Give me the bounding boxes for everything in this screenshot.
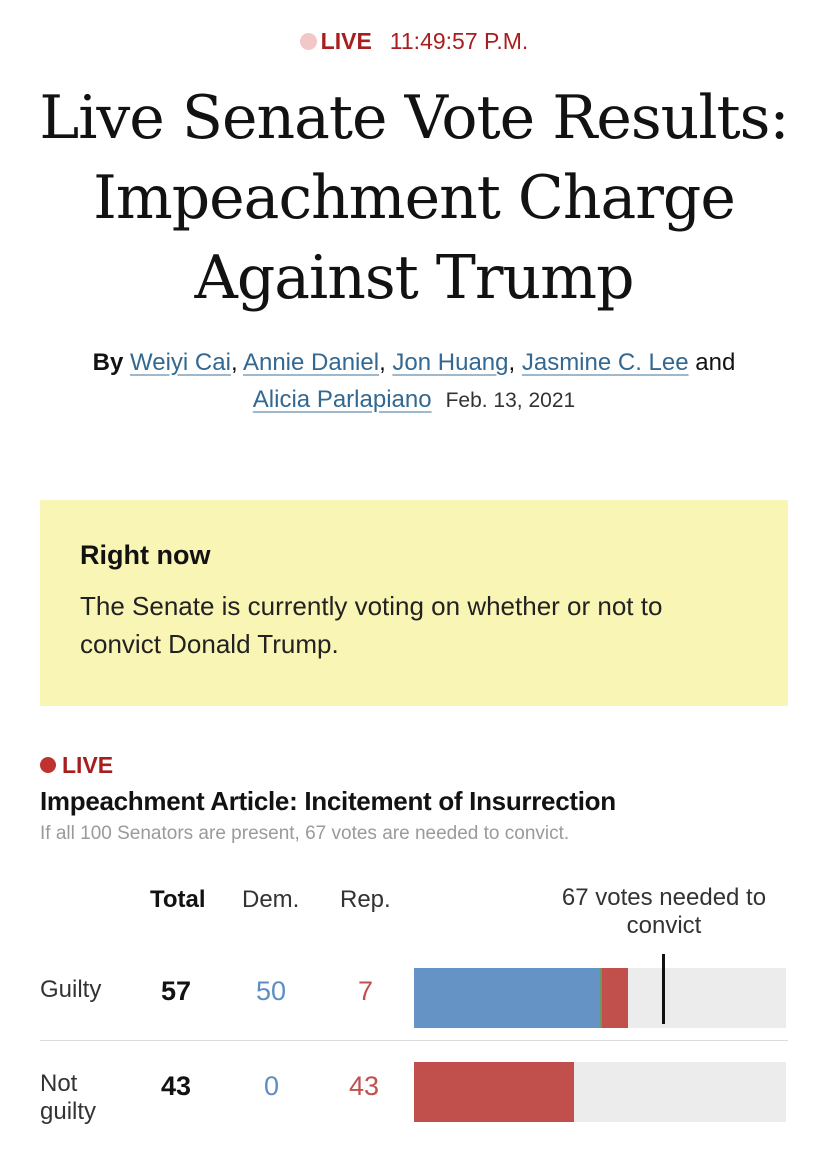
not-guilty-dem: 0: [264, 1071, 280, 1101]
author-link-weiyi-cai[interactable]: Weiyi Cai: [130, 349, 231, 376]
byline: By Weiyi Cai, Annie Daniel, Jon Huang, J…: [40, 344, 788, 419]
guilty-rep: 7: [358, 976, 374, 1006]
live-status: LIVE 11:49:57 P.M.: [0, 28, 828, 55]
threshold-label: 67 votes needed to convict: [561, 884, 767, 939]
row-label-not-guilty: Not guilty: [40, 1070, 97, 1125]
author-link-jon-huang[interactable]: Jon Huang: [392, 349, 509, 376]
live-dot-icon: [299, 33, 317, 50]
not-guilty-bar-rep-segment: [414, 1062, 574, 1122]
row-divider: [40, 1040, 788, 1041]
page-title: Live Senate Vote Results: Impeachment Ch…: [39, 83, 789, 313]
guilty-bar-rep-segment: [601, 968, 628, 1028]
results-live-label: LIVE: [62, 752, 114, 778]
byline-separator: ,: [230, 349, 238, 376]
right-now-title: Right now: [80, 540, 211, 570]
row-label-guilty: Guilty: [40, 976, 102, 1003]
byline-separator: ,: [379, 349, 386, 376]
guilty-total: 57: [161, 976, 192, 1006]
results-live-badge: LIVE: [40, 752, 113, 779]
live-label: LIVE: [320, 28, 372, 54]
byline-separator: ,: [508, 349, 516, 376]
author-link-annie-daniel[interactable]: Annie Daniel: [242, 349, 380, 376]
header-dem: Dem.: [242, 886, 300, 913]
right-now-text: The Senate is currently voting on whethe…: [80, 591, 663, 659]
author-link-jasmine-c-lee[interactable]: Jasmine C. Lee: [521, 349, 689, 376]
guilty-bar-dem-segment: [414, 968, 600, 1028]
byline-and: and: [695, 349, 736, 376]
header-total: Total: [150, 886, 206, 913]
byline-prefix: By: [92, 349, 124, 376]
not-guilty-rep: 43: [349, 1071, 380, 1101]
live-dot-icon: [40, 757, 56, 773]
article-title: Impeachment Article: Incitement of Insur…: [40, 786, 616, 816]
guilty-dem: 50: [256, 976, 287, 1006]
header-rep: Rep.: [340, 886, 391, 913]
article-note: If all 100 Senators are present, 67 vote…: [40, 823, 570, 844]
publish-date: Feb. 13, 2021: [445, 389, 576, 412]
not-guilty-bar: [414, 1062, 786, 1122]
not-guilty-total: 43: [161, 1071, 192, 1101]
guilty-bar: [414, 968, 786, 1028]
author-link-alicia-parlapiano[interactable]: Alicia Parlapiano: [252, 386, 432, 413]
guilty-bar-other-segment: [600, 968, 602, 1028]
threshold-marker: [662, 954, 666, 1024]
right-now-box: Right now The Senate is currently voting…: [40, 500, 788, 706]
live-time: 11:49:57 P.M.: [389, 28, 529, 54]
